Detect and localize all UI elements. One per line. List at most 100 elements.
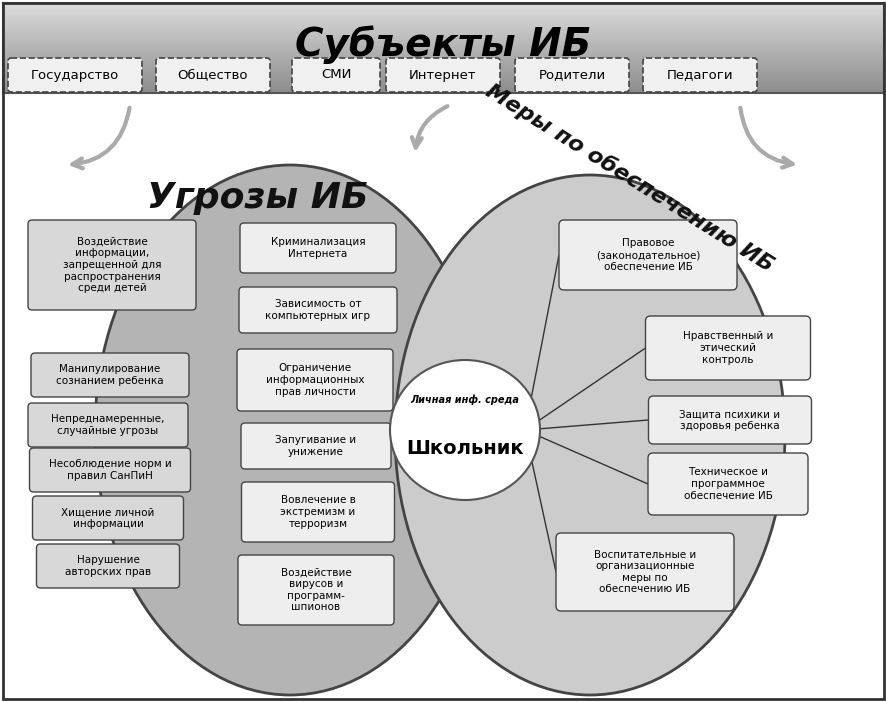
Bar: [3, 29, 883, 30]
Bar: [3, 45, 883, 46]
Text: Защита психики и
здоровья ребенка: Защита психики и здоровья ребенка: [679, 409, 780, 431]
FancyBboxPatch shape: [156, 58, 269, 92]
Bar: [3, 50, 883, 51]
Bar: [3, 23, 883, 24]
Bar: [3, 5, 883, 6]
Bar: [3, 38, 883, 39]
Text: Запугивание и
унижение: Запугивание и унижение: [276, 435, 356, 457]
FancyBboxPatch shape: [648, 453, 807, 515]
Bar: [3, 90, 883, 91]
Bar: [3, 52, 883, 53]
FancyBboxPatch shape: [558, 220, 736, 290]
Bar: [3, 24, 883, 25]
FancyBboxPatch shape: [515, 58, 628, 92]
Bar: [3, 10, 883, 11]
Text: Меры по обеспечению ИБ: Меры по обеспечению ИБ: [482, 80, 777, 276]
Text: Правовое
(законодательное)
обеспечение ИБ: Правовое (законодательное) обеспечение И…: [595, 239, 699, 272]
Bar: [3, 15, 883, 16]
FancyBboxPatch shape: [28, 403, 188, 447]
Text: Криминализация
Интернета: Криминализация Интернета: [270, 237, 365, 259]
Bar: [3, 71, 883, 72]
Bar: [3, 20, 883, 21]
Bar: [3, 40, 883, 41]
Bar: [3, 73, 883, 74]
Bar: [3, 31, 883, 32]
Bar: [3, 76, 883, 77]
Bar: [3, 61, 883, 62]
FancyBboxPatch shape: [385, 58, 500, 92]
Bar: [3, 78, 883, 79]
Bar: [3, 91, 883, 92]
Bar: [3, 26, 883, 27]
Bar: [3, 16, 883, 17]
Text: Нравственный и
этический
контроль: Нравственный и этический контроль: [682, 331, 773, 364]
Bar: [3, 88, 883, 89]
Text: Зависимость от
компьютерных игр: Зависимость от компьютерных игр: [265, 299, 370, 321]
Bar: [3, 14, 883, 15]
Bar: [3, 6, 883, 7]
Bar: [3, 22, 883, 23]
Bar: [3, 42, 883, 43]
Text: СМИ: СМИ: [321, 69, 351, 81]
Bar: [3, 75, 883, 76]
Bar: [3, 18, 883, 19]
Text: Манипулирование
сознанием ребенка: Манипулирование сознанием ребенка: [56, 364, 164, 386]
Text: Угрозы ИБ: Угрозы ИБ: [147, 181, 369, 215]
Bar: [3, 4, 883, 5]
Bar: [3, 85, 883, 86]
Bar: [3, 47, 883, 48]
Bar: [3, 34, 883, 35]
Bar: [3, 46, 883, 47]
Bar: [3, 83, 883, 84]
Bar: [3, 56, 883, 57]
Bar: [3, 58, 883, 59]
Bar: [3, 63, 883, 64]
Bar: [3, 53, 883, 54]
Bar: [3, 55, 883, 56]
Text: Вовлечение в
экстремизм и
терроризм: Вовлечение в экстремизм и терроризм: [280, 496, 355, 529]
FancyBboxPatch shape: [238, 287, 397, 333]
Bar: [3, 48, 883, 49]
Bar: [3, 17, 883, 18]
Text: Ограничение
информационных
прав личности: Ограничение информационных прав личности: [266, 364, 364, 397]
FancyBboxPatch shape: [36, 544, 179, 588]
Bar: [3, 62, 883, 63]
Bar: [3, 3, 883, 4]
Text: Несоблюдение норм и
правил СанПиН: Несоблюдение норм и правил СанПиН: [49, 459, 171, 481]
Text: Личная инф. среда: Личная инф. среда: [410, 395, 519, 405]
FancyBboxPatch shape: [240, 223, 395, 273]
Bar: [3, 67, 883, 68]
Ellipse shape: [394, 175, 784, 695]
Bar: [3, 25, 883, 26]
Bar: [3, 89, 883, 90]
Bar: [3, 49, 883, 50]
Text: Школьник: Школьник: [406, 439, 524, 458]
Bar: [3, 36, 883, 37]
Bar: [3, 12, 883, 13]
FancyBboxPatch shape: [642, 58, 756, 92]
Bar: [3, 69, 883, 70]
Text: Родители: Родители: [538, 69, 605, 81]
Bar: [3, 86, 883, 87]
FancyBboxPatch shape: [241, 423, 391, 469]
Bar: [3, 13, 883, 14]
Bar: [3, 82, 883, 83]
Text: Субъекты ИБ: Субъекты ИБ: [294, 26, 590, 65]
Bar: [3, 33, 883, 34]
Bar: [3, 92, 883, 93]
Bar: [3, 9, 883, 10]
Bar: [3, 77, 883, 78]
Bar: [3, 43, 883, 44]
Bar: [3, 35, 883, 36]
Bar: [3, 72, 883, 73]
Bar: [3, 87, 883, 88]
FancyBboxPatch shape: [29, 448, 190, 492]
Bar: [3, 57, 883, 58]
Text: Педагоги: Педагоги: [666, 69, 733, 81]
Bar: [3, 30, 883, 31]
Ellipse shape: [95, 165, 485, 695]
FancyBboxPatch shape: [33, 496, 183, 540]
Bar: [3, 66, 883, 67]
Bar: [3, 81, 883, 82]
FancyBboxPatch shape: [648, 396, 811, 444]
